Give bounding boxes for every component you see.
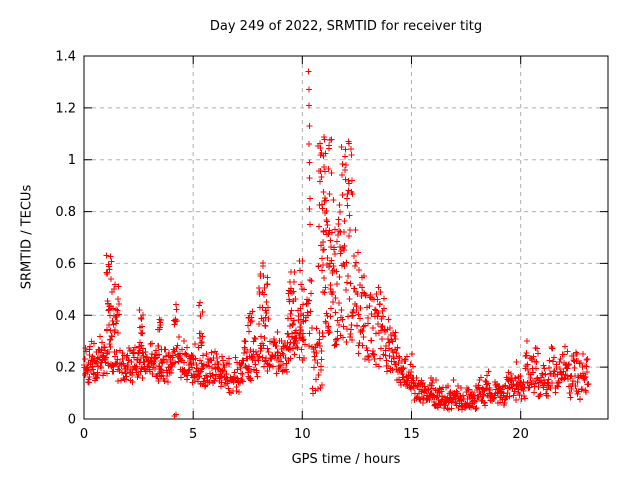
y-tick-label: 0.6 bbox=[55, 257, 76, 272]
y-tick-label: 1.4 bbox=[55, 50, 76, 65]
y-tick-label: 0 bbox=[68, 413, 76, 428]
x-axis-label: GPS time / hours bbox=[291, 452, 401, 467]
x-tick-label: 5 bbox=[189, 427, 197, 442]
y-tick-label: 1 bbox=[68, 153, 76, 168]
x-tick-label: 20 bbox=[512, 427, 529, 442]
y-tick-label: 0.4 bbox=[55, 309, 76, 324]
y-tick-label: 1.2 bbox=[55, 101, 76, 116]
x-tick-label: 10 bbox=[294, 427, 311, 442]
x-tick-label: 15 bbox=[403, 427, 420, 442]
y-tick-label: 0.8 bbox=[55, 205, 76, 220]
x-tick-label: 0 bbox=[80, 427, 88, 442]
tick-marks bbox=[83, 55, 608, 420]
plot-border bbox=[83, 55, 609, 420]
scatter-data-points bbox=[81, 68, 592, 419]
y-tick-label: 0.2 bbox=[55, 361, 76, 376]
chart-title: Day 249 of 2022, SRMTID for receiver tit… bbox=[209, 19, 483, 34]
